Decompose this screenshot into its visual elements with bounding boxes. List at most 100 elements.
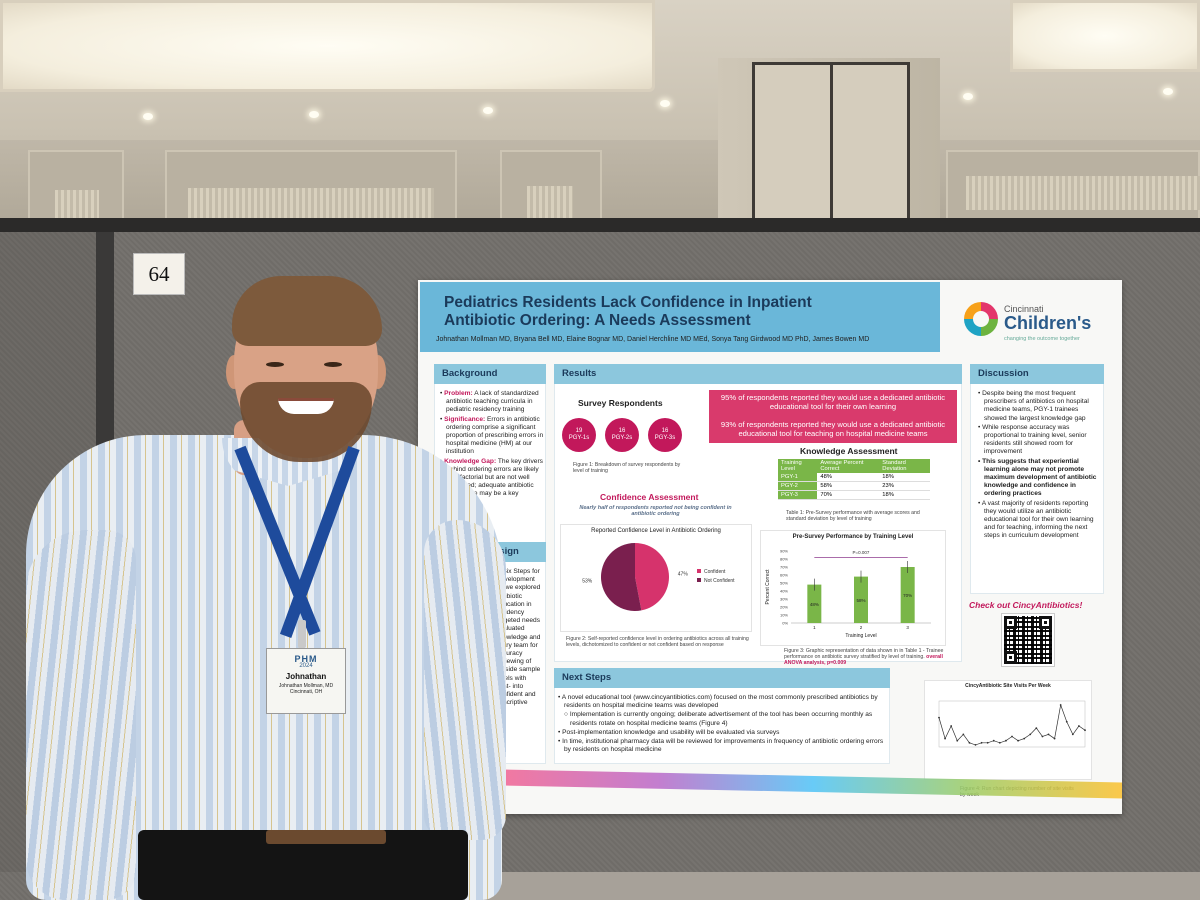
right-arm [424,520,506,840]
bar-chart-svg: 0% 10% 20% 30% 40% 50% 60% 70% 80% 90% 48% 1 58% 2 70%… [765,549,931,639]
table-cell: 70% [817,490,880,500]
table-cell: 18% [879,490,930,500]
run-chart-title: CincyAntibiotic Site Visits Per Week [965,683,1051,689]
wall-grille [188,188,434,222]
table-row: PGY-2 58% 23% [778,481,930,491]
table-cell: 58% [817,481,880,491]
data-point [950,725,953,727]
name-badge: PHM 2024 Johnathan Johnathan Mollman, MD… [266,648,346,714]
next-step-bullet: • In time, institutional pharmacy data w… [558,738,884,754]
data-point [1078,725,1080,727]
data-point [992,739,995,742]
circle-label: PGY-3s [654,435,676,441]
discussion-text: • Despite being the most frequent prescr… [978,390,1100,542]
run-chart-frame [938,700,1086,748]
badge-city: Cincinnati, OH [289,689,323,695]
legend-swatch [697,578,701,582]
x-axis-label: Training Level [845,633,876,639]
logo-line1: Cincinnati [1004,304,1044,314]
next-step-bullet: • A novel educational tool (www.cincyant… [558,694,878,710]
x-tick-label: 2 [860,625,863,630]
circle-count: 16 [661,428,669,434]
figure2-caption: Figure 2: Self-reported confidence level… [566,636,749,649]
downlight [660,100,670,107]
teaching-tool-stat: 93% of respondents reported they would u… [709,417,957,443]
pie-chart-title: Reported Confidence Level in Antibiotic … [591,528,721,534]
table-header: Standard Deviation [879,459,930,473]
y-tick-label: 30% [780,597,788,602]
gap-label: Knowledge Gap: [444,457,497,465]
x-tick-label: 3 [906,625,909,630]
y-tick-label: 60% [780,573,788,578]
confidence-pie-chart: Reported Confidence Level in Antibiotic … [560,524,752,632]
logo-line2: Children's [1004,313,1092,333]
data-point [944,737,946,740]
next-steps-text: • A novel educational tool (www.cincyant… [558,694,884,755]
poster-authors: Johnathan Mollman MD, Bryana Bell MD, El… [436,336,870,343]
data-point [974,744,977,746]
next-step-text: Post-implementation knowledge and usabil… [562,728,780,736]
left-eye [266,362,284,367]
wall-grille [966,176,1200,210]
belt [266,830,386,844]
site-visits-run-chart: CincyAntibiotic Site Visits Per Week [924,680,1092,780]
qr-eye [1039,616,1052,629]
discussion-heading: Discussion [970,364,1104,384]
background-problem: • Problem: A lack of standardized antibi… [440,390,539,414]
pie-value-label: 53% [582,579,593,585]
booth-number-sign: 64 [133,253,185,295]
title-band [420,282,940,352]
results-heading: Results [554,364,962,384]
knowledge-table: Training Level Average Percent Correct S… [778,459,930,500]
data-point [1047,733,1050,736]
circle-count: 16 [618,428,626,434]
problem-text: A lack of standardized antibiotic teachi… [446,390,539,414]
y-tick-label: 50% [780,581,788,586]
research-poster: Pediatrics Residents Lack Confidence in … [418,280,1122,814]
data-point [938,716,940,719]
right-eye [324,362,342,367]
ceiling-light-right [1010,0,1200,72]
respondents-circle-pgy3: 16 PGY-3s [648,418,682,452]
table-cell: 18% [879,473,930,482]
run-chart-svg [938,700,1086,748]
pie-chart-svg: 47% 53% Confident Not Confident [582,543,735,611]
y-tick-label: 20% [780,605,788,610]
downlight [963,93,973,100]
background-text: • Problem: A lack of standardized antibi… [440,390,544,500]
pie-slice [601,543,642,611]
qr-eye [1004,616,1017,629]
left-arm [26,530,136,900]
presenter: PHM 2024 Johnathan Johnathan Mollman, MD… [26,270,506,900]
ceiling-light-left [0,0,655,92]
data-point [1053,737,1056,740]
respondents-circle-pgy2: 16 PGY-2s [605,418,639,452]
data-point [980,741,983,744]
confidence-subtitle: Nearly half of respondents reported not … [579,505,732,518]
y-tick-label: 70% [780,565,788,570]
knowledge-assessment-title: Knowledge Assessment [800,446,898,456]
problem-label: Problem: [444,390,473,397]
significance-label: Significance: [444,415,486,423]
figure3-caption-anova: overall ANOVA analysis, p=0.009 [784,654,943,667]
discussion-bullet-text: A vast majority of residents reporting t… [981,499,1094,540]
data-point [1005,739,1007,742]
background-significance: • Significance: Errors in antibiotic ord… [440,415,544,456]
data-point [1035,727,1038,729]
table-cell: 48% [817,473,880,482]
logo-mark-icon [964,302,998,336]
discussion-bullet: • While response accuracy was proportion… [978,423,1087,456]
legend-swatch [697,569,701,573]
figure3-caption-text: Figure 3: Graphic representation of data… [784,648,944,661]
table-header: Average Percent Correct [817,459,880,473]
data-point [998,741,1001,744]
badge-year: 2024 [299,663,313,669]
table-row: PGY-3 70% 18% [778,490,930,500]
data-point [1017,739,1019,742]
partition-frame [0,218,1200,232]
cincinnati-childrens-logo: Cincinnati Children's changing the outco… [964,300,1114,350]
bar [854,576,868,623]
site-visits-line [938,703,1086,746]
p-value-annotation: P=0.007 [853,550,870,555]
table-cell: PGY-2 [778,481,818,491]
